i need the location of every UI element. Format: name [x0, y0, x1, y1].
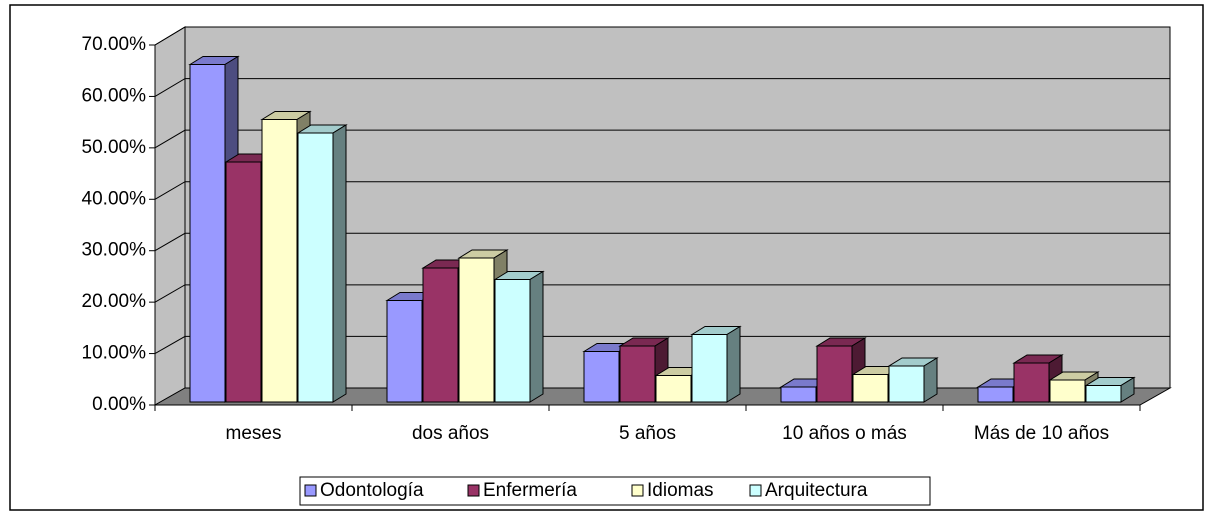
legend-swatch: [749, 484, 762, 497]
legend-label: Idiomas: [647, 480, 714, 501]
grid-line: [154, 284, 1170, 303]
legend-swatch: [631, 484, 644, 497]
bar: [1013, 362, 1050, 403]
y-tick-label: 30.00%: [82, 240, 147, 261]
y-tick-label: 60.00%: [82, 85, 147, 106]
legend-box: [299, 476, 931, 506]
legend-label: Arquitectura: [765, 480, 868, 501]
legend-label: Odontología: [320, 480, 424, 501]
bar: [619, 345, 656, 403]
y-tick-label: 70.00%: [82, 34, 147, 55]
bar: [225, 161, 262, 403]
grid-line: [154, 129, 1170, 149]
legend-swatch: [304, 484, 317, 497]
legend-swatch: [467, 484, 480, 497]
y-tick-label: 40.00%: [82, 188, 147, 209]
bar-side: [332, 124, 347, 403]
bar: [386, 300, 423, 403]
bar: [691, 334, 728, 403]
bar: [655, 375, 692, 403]
bar: [189, 64, 226, 403]
bar: [1085, 385, 1122, 403]
bar: [297, 132, 334, 403]
legend-label: Enfermería: [483, 480, 577, 501]
y-tick-label: 0.00%: [92, 394, 146, 415]
grid-line: [154, 181, 1170, 200]
x-tick-label: meses: [226, 423, 282, 444]
bar-side: [529, 270, 544, 403]
bar: [852, 374, 889, 403]
bar: [583, 351, 620, 403]
bar: [422, 267, 459, 403]
grid-line: [154, 78, 1170, 97]
y-tick-label: 50.00%: [82, 137, 147, 158]
bar-side: [726, 325, 741, 403]
x-tick-label: dos años: [412, 423, 489, 444]
bar: [977, 386, 1014, 403]
side-wall: [154, 26, 186, 406]
grid-line: [154, 335, 1170, 355]
x-tick-label: 5 años: [619, 423, 676, 444]
grid-line: [154, 232, 1170, 252]
y-tick-label: 10.00%: [82, 343, 147, 364]
bar: [780, 386, 817, 403]
bar: [261, 119, 298, 403]
bar: [494, 279, 531, 403]
bar: [458, 257, 495, 403]
grid-line: [154, 26, 1170, 46]
bar: [816, 345, 853, 403]
bar-side: [923, 357, 938, 403]
x-tick-label: Más de 10 años: [974, 423, 1109, 444]
bar: [1049, 379, 1086, 403]
x-tick-label: 10 años o más: [782, 423, 907, 444]
bar: [888, 365, 925, 403]
y-tick-label: 20.00%: [82, 291, 147, 312]
